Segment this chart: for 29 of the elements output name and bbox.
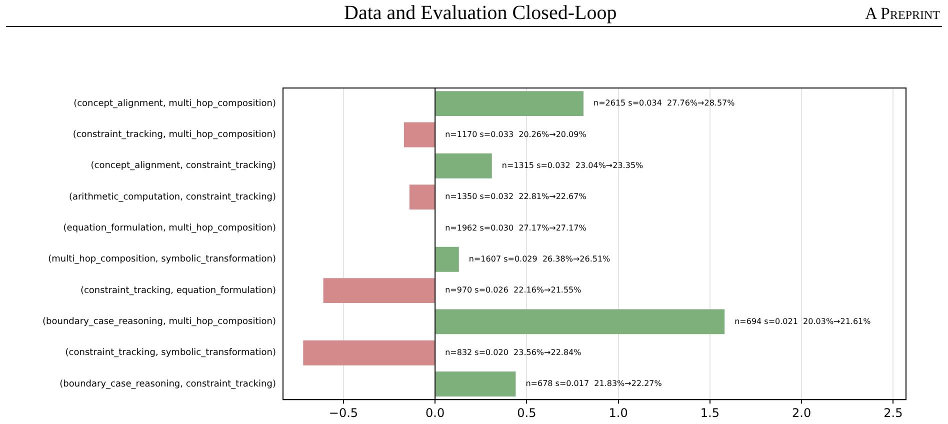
y-tick-label: (constraint_tracking, multi_hop_composition) [72,130,276,140]
y-tick-label: (boundary_case_reasoning, constraint_tracking) [60,379,276,390]
y-tick-label: (arithmetic_computation, constraint_tracking) [68,192,276,202]
y-tick-label: (boundary_case_reasoning, multi_hop_composition) [42,317,276,328]
x-tick-label: 1.0 [608,406,628,420]
annotation: n=678 s=0.017 21.83%→22.27% [526,379,662,388]
x-tick-label: −0.5 [328,406,358,420]
y-tick-label: (concept_alignment, multi_hop_composition) [74,98,276,109]
annotation: n=1170 s=0.033 20.26%→20.09% [445,130,587,139]
annotation: n=1315 s=0.032 23.04%→23.35% [502,160,644,170]
x-tick-label: 2.0 [792,406,812,420]
annotation: n=970 s=0.026 22.16%→21.55% [445,286,582,295]
annotation: n=1350 s=0.032 22.81%→22.67% [445,192,587,202]
y-tick-label: (constraint_tracking, equation_formulation) [80,286,276,296]
x-tick-label: 0.5 [517,406,536,420]
y-tick-label: (constraint_tracking, symbolic_transformation) [65,348,276,358]
x-tick-label: 1.5 [700,406,720,420]
y-tick-label: (equation_formulation, multi_hop_composition) [63,224,276,234]
annotation: n=1962 s=0.030 27.17%→27.17% [445,223,587,232]
annotation: n=1607 s=0.029 26.38%→26.51% [468,254,611,264]
y-tick-label: (concept_alignment, constraint_tracking) [90,161,276,172]
x-tick-label: 2.5 [884,406,903,420]
x-tick-label: 0.0 [426,406,445,420]
annotation: n=694 s=0.021 20.03%→21.61% [734,316,872,326]
annotation: n=2615 s=0.034 27.76%→28.57% [594,98,736,108]
text: Data and Evaluation Closed-Loop [344,2,617,25]
y-tick-label: (multi_hop_composition, symbolic_transformation) [48,254,276,265]
annotation: n=832 s=0.020 23.56%→22.84% [445,348,582,357]
text: A Preprint [864,4,940,24]
